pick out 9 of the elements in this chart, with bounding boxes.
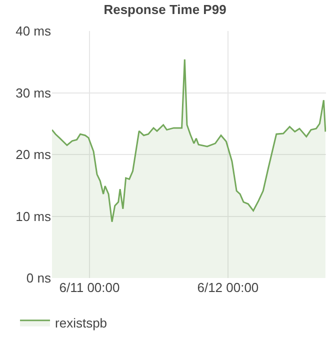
chart-title: Response Time P99 [104,2,226,18]
y-tick-label: 0 ns [26,270,52,286]
x-tick-label: 6/11 00:00 [59,280,120,295]
y-tick-label: 10 ms [16,208,52,224]
legend-label: rexistspb [55,315,108,330]
y-tick-label: 30 ms [16,85,52,100]
x-tick-label: 6/12 00:00 [197,280,259,295]
y-tick-label: 20 ms [16,147,52,162]
y-tick-label: 40 ms [16,24,52,39]
